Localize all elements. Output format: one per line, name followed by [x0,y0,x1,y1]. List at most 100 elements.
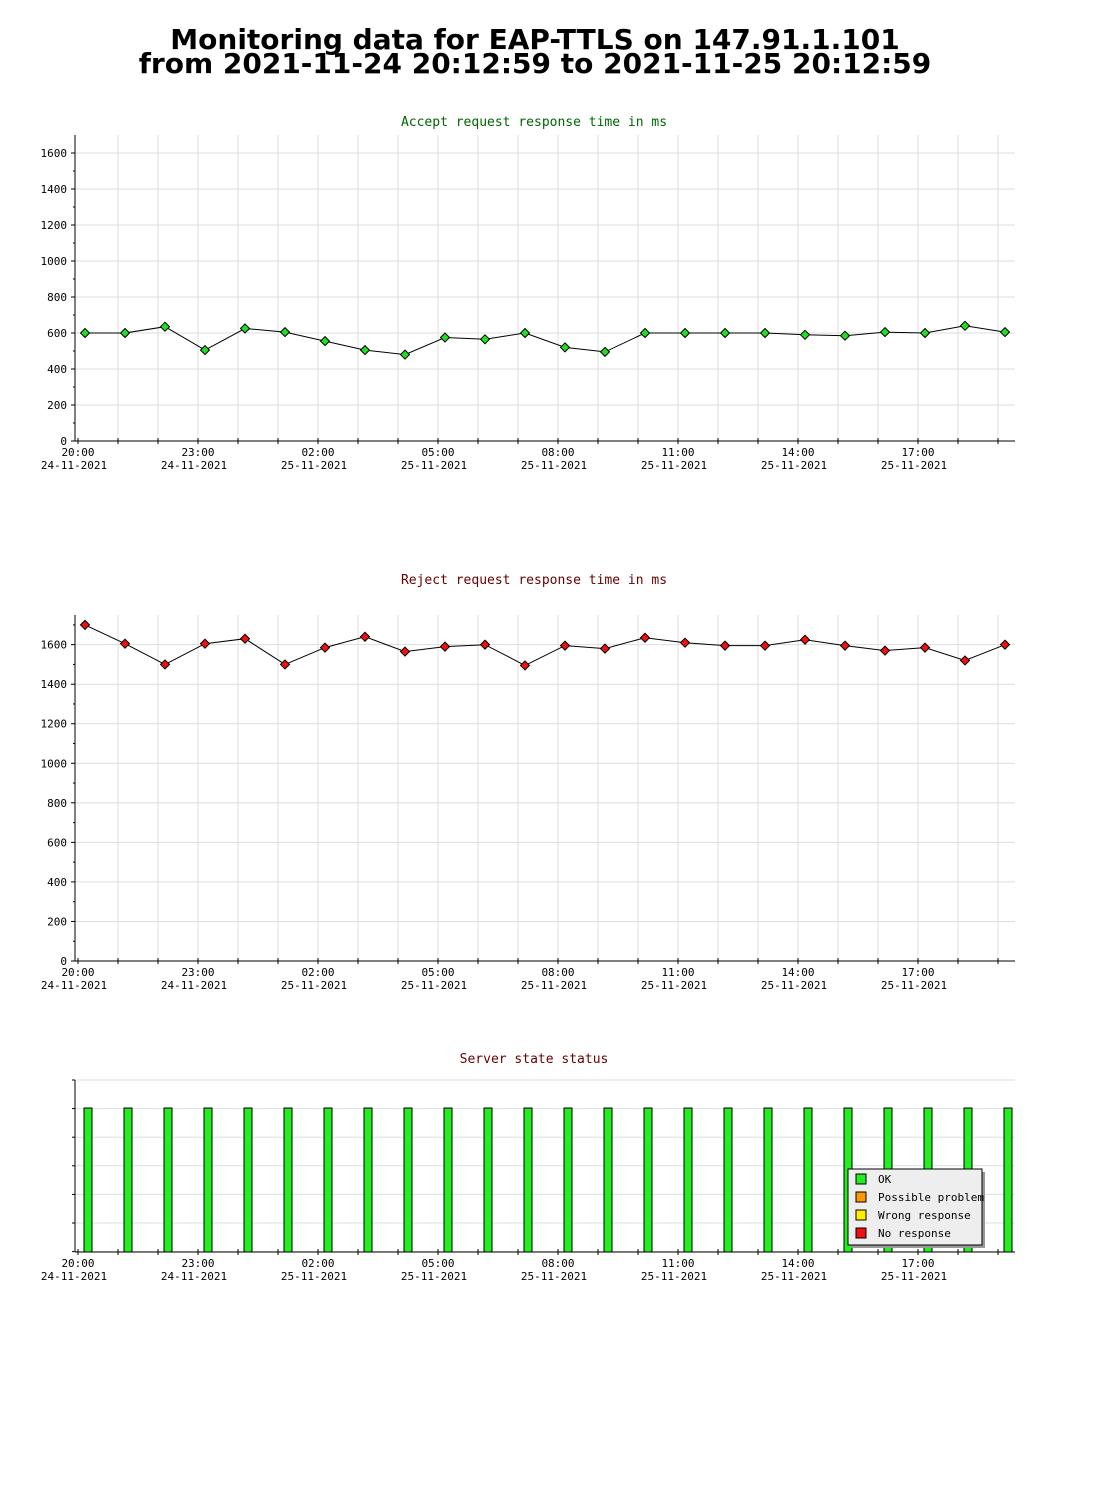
accept-data-point [999,326,1011,338]
x-tick-date-label: 25-11-2021 [521,1270,587,1283]
reject-data-point [959,655,971,666]
reject-series-line [84,624,1006,666]
x-tick-time-label: 08:00 [541,446,574,459]
accept-data-point [639,327,651,339]
y-tick-label: 1600 [41,639,68,652]
status-bar [83,1107,93,1253]
x-tick-date-label: 25-11-2021 [521,979,587,992]
x-tick-date-label: 24-11-2021 [161,979,227,992]
accept-data-point [799,329,811,341]
x-tick-time-label: 23:00 [181,966,214,979]
reject-data-point [159,659,171,670]
x-tick-date-label: 25-11-2021 [641,459,707,472]
status-legend: OK Possible problem Wrong response No respo… [847,1168,985,1248]
legend-swatch [855,1173,867,1185]
accept-data-point [839,330,851,341]
reject-data-point [879,645,891,656]
reject-data-point [639,632,651,643]
accept-data-point [439,332,451,343]
x-tick-time-label: 05:00 [421,966,454,979]
status-bar [283,1107,293,1253]
accept-data-point [479,334,491,345]
accept-x-axis: 20:0024-11-202123:0024-11-202102:0025-11… [41,438,1015,472]
y-tick-label: 1000 [41,757,68,770]
x-tick-time-label: 20:00 [61,1257,94,1270]
reject-data-point [799,634,811,645]
reject-data-point [999,639,1011,650]
status-bar [563,1107,573,1253]
x-tick-time-label: 02:00 [301,966,334,979]
status-bar [363,1107,373,1253]
accept-data-point [159,321,171,332]
accept-data-point [79,327,91,339]
accept-data-point [559,342,571,353]
status-bar [203,1107,213,1253]
x-tick-date-label: 25-11-2021 [761,459,827,472]
status-bar [643,1107,653,1253]
status-bar [123,1107,133,1253]
x-tick-date-label: 25-11-2021 [641,979,707,992]
x-tick-date-label: 24-11-2021 [161,459,227,472]
y-tick-label: 1400 [41,678,68,691]
x-tick-time-label: 08:00 [541,1257,574,1270]
reject-data-point [519,660,531,671]
x-tick-date-label: 25-11-2021 [761,1270,827,1283]
reject-data-point [119,638,131,649]
page-title-line-1: Monitoring data for EAP-TTLS on 147.91.1… [170,23,900,56]
reject-chart: Reject request response time in ms 0 200 40… [41,573,1015,968]
status-bar [763,1107,773,1253]
x-tick-date-label: 25-11-2021 [881,979,947,992]
reject-data-point [559,640,571,651]
x-tick-date-label: 24-11-2021 [161,1270,227,1283]
x-tick-date-label: 25-11-2021 [281,459,347,472]
x-tick-date-label: 24-11-2021 [41,459,107,472]
x-tick-time-label: 17:00 [901,1257,934,1270]
status-bar [443,1107,453,1253]
legend-label: Possible problem [878,1191,984,1204]
legend-swatch [855,1227,867,1239]
y-tick-label: 600 [47,836,67,849]
legend-label: OK [878,1173,892,1186]
accept-data-point [719,327,731,339]
x-tick-time-label: 20:00 [61,446,94,459]
x-tick-time-label: 14:00 [781,966,814,979]
reject-x-axis: 20:0024-11-202123:0024-11-202102:0025-11… [41,958,1015,992]
x-tick-time-label: 02:00 [301,446,334,459]
x-tick-time-label: 17:00 [901,966,934,979]
accept-data-point [279,326,291,338]
reject-data-point [839,640,851,651]
y-tick-label: 1200 [41,219,68,232]
status-bar [683,1107,693,1253]
reject-data-point [239,633,251,644]
accept-data-point [119,327,131,339]
x-tick-time-label: 14:00 [781,1257,814,1270]
legend-swatch [855,1209,867,1221]
reject-data-point [199,638,211,649]
x-tick-date-label: 24-11-2021 [41,979,107,992]
y-tick-label: 800 [47,291,67,304]
x-tick-date-label: 25-11-2021 [881,1270,947,1283]
y-tick-label: 200 [47,399,67,412]
x-tick-time-label: 20:00 [61,966,94,979]
x-tick-date-label: 25-11-2021 [521,459,587,472]
accept-data-point [359,344,371,356]
y-tick-label: 1600 [41,147,68,160]
x-tick-time-label: 14:00 [781,446,814,459]
accept-data-point [679,327,691,339]
legend-swatch [855,1191,867,1203]
y-tick-label: 0 [60,435,67,448]
reject-data-point [759,640,771,651]
x-tick-time-label: 05:00 [421,1257,454,1270]
status-bar [723,1107,733,1253]
status-bar [323,1107,333,1253]
status-bar [1003,1107,1013,1253]
status-chart: Server state status OK Possible problem Wro… [72,1052,1015,1253]
x-tick-time-label: 05:00 [421,446,454,459]
status-bar [243,1107,253,1253]
accept-data-point [239,323,251,334]
status-x-axis: 20:0024-11-202123:0024-11-202102:0025-11… [41,1249,1015,1283]
accept-data-point [759,327,771,339]
status-bar [403,1107,413,1253]
y-tick-label: 600 [47,327,67,340]
reject-data-point [79,619,91,631]
